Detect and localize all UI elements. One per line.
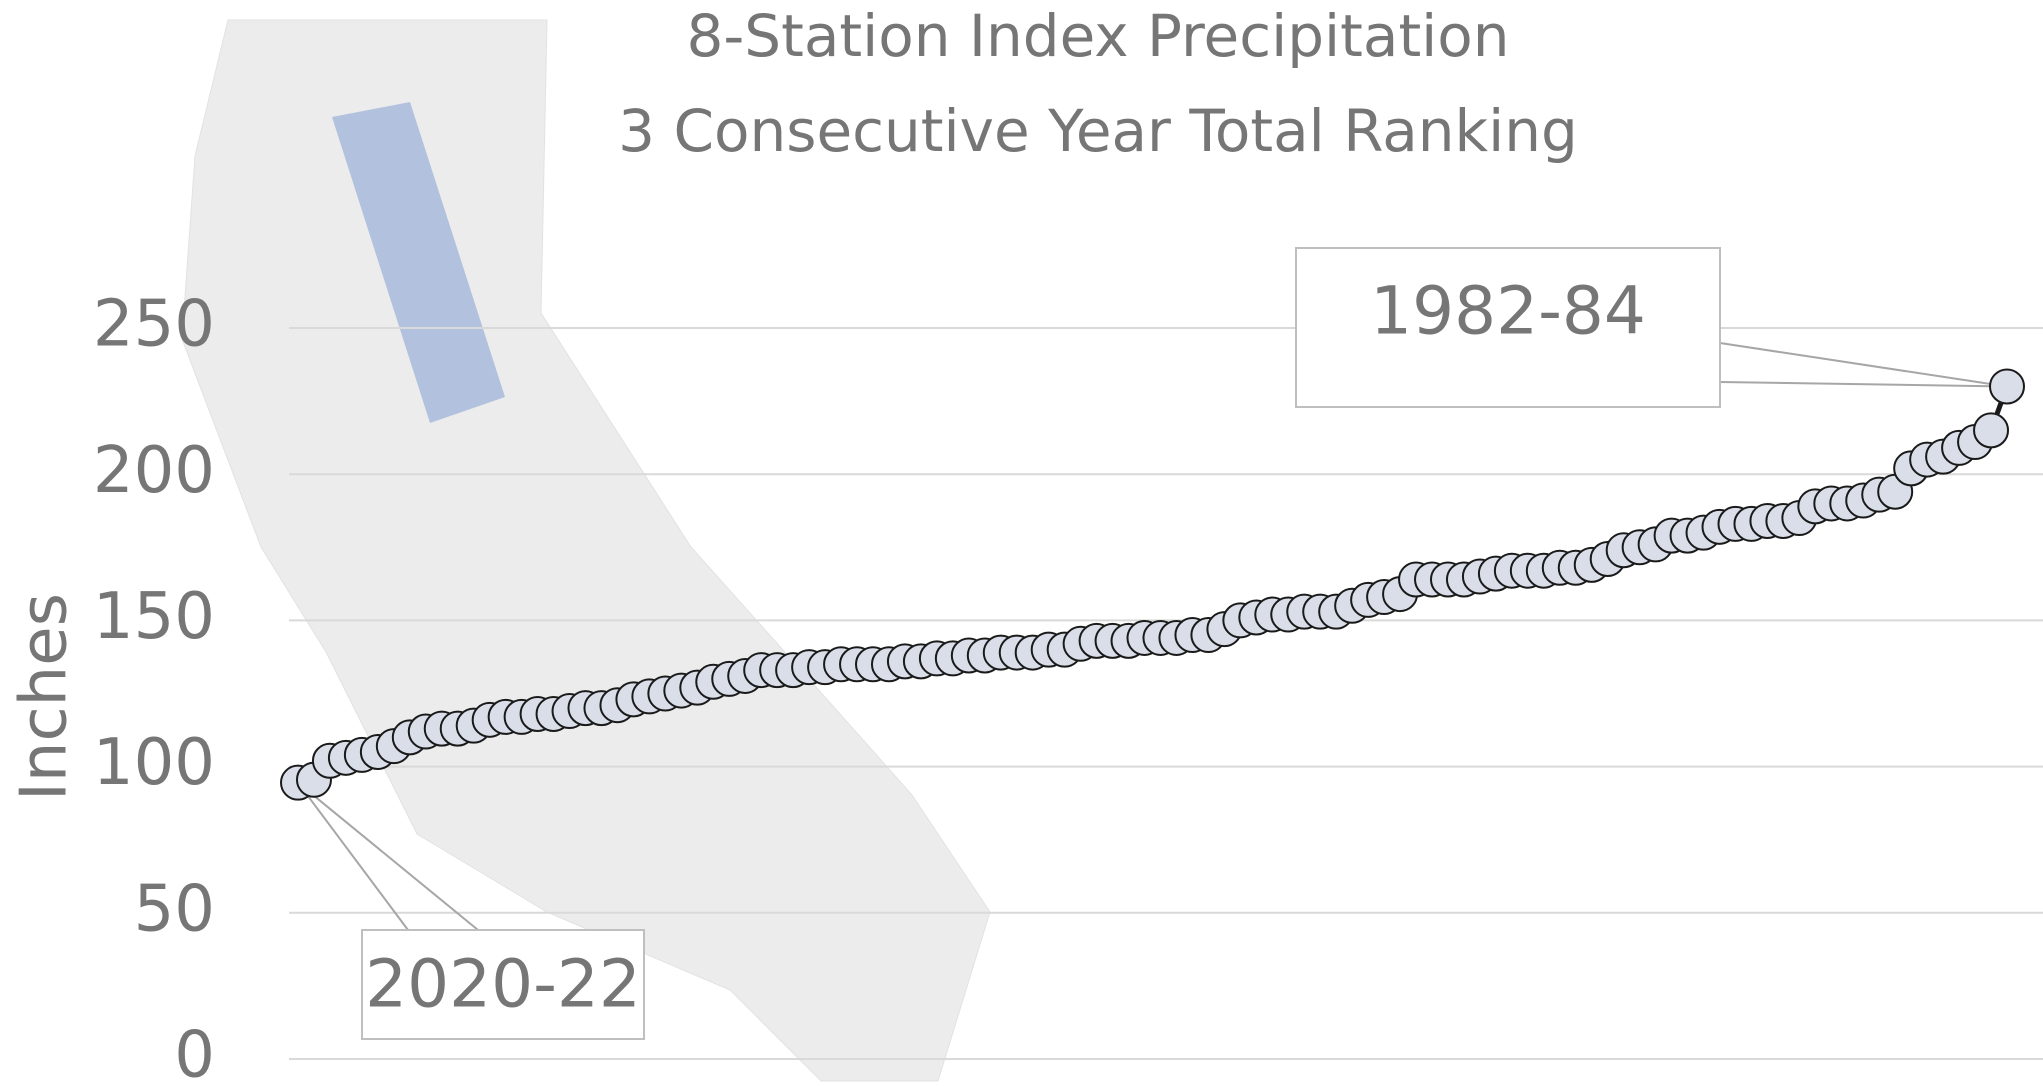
- y-tick-label: 50: [134, 872, 215, 946]
- data-point: [1973, 412, 2010, 449]
- leader-line: [297, 782, 409, 931]
- y-tick-label: 100: [93, 726, 215, 800]
- leader-line: [1719, 342, 2008, 388]
- data-point: [1989, 368, 2025, 405]
- y-tick-label: 0: [174, 1019, 215, 1086]
- state-outline: [181, 19, 991, 1082]
- annotation-box: [361, 929, 645, 1040]
- y-tick-label: 150: [93, 580, 215, 654]
- leader-line: [1719, 381, 2008, 388]
- chart-title: 8-Station Index Precipitation: [686, 2, 1509, 70]
- map-background: [181, 19, 991, 1082]
- y-tick-label: 200: [93, 434, 215, 508]
- basin-region: [332, 102, 505, 423]
- annotation-box: [1295, 247, 1721, 408]
- leader-line: [297, 781, 479, 931]
- y-tick-label: 250: [93, 288, 215, 362]
- y-axis-label: Inches: [8, 593, 82, 801]
- annotation-label: 1982-84: [1370, 273, 1646, 350]
- annotation-label: 2020-22: [365, 946, 641, 1023]
- chart-subtitle: 3 Consecutive Year Total Ranking: [618, 97, 1578, 165]
